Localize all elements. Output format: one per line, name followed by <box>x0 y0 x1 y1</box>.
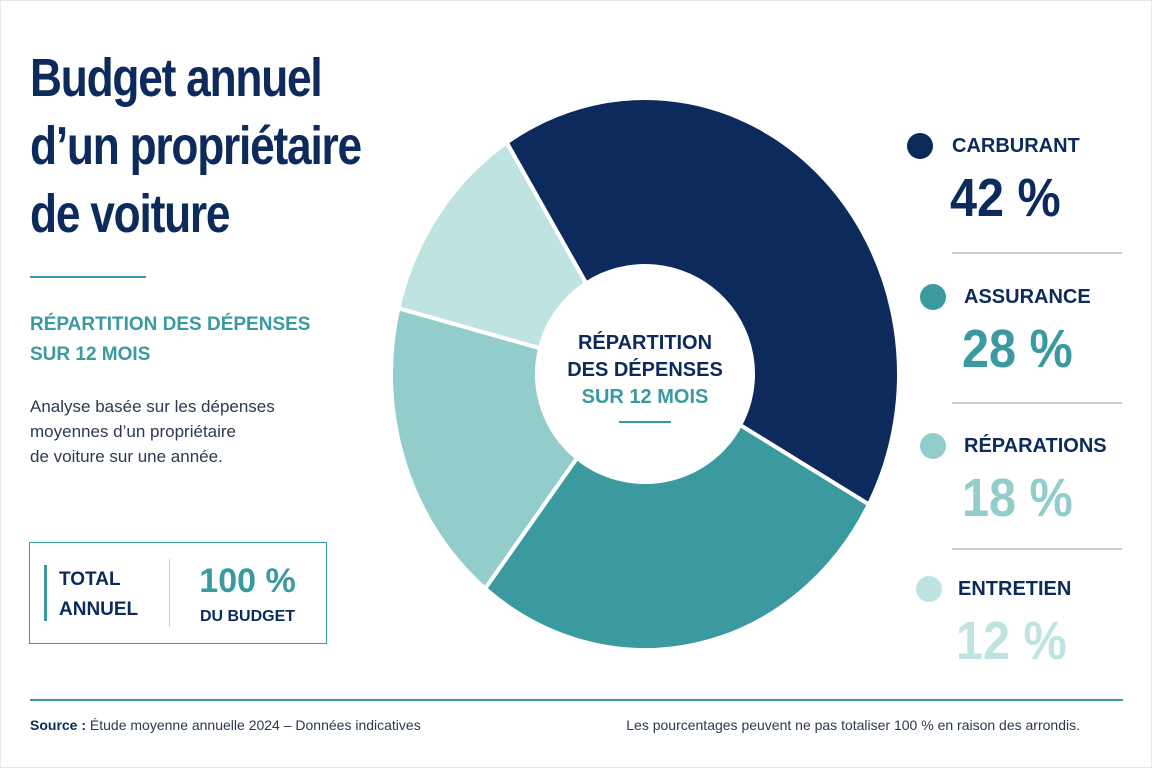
legend-divider <box>952 402 1122 404</box>
legend-label: ENTRETIEN <box>958 578 1072 600</box>
center-label-line: RÉPARTITION <box>577 332 713 354</box>
description-line: moyennes d’un propriétaire <box>30 422 237 441</box>
subtitle: RÉPARTITION DES DÉPENSES SUR 12 MOIS <box>30 310 370 370</box>
footer-note: Les pourcentages peuvent ne pas totalise… <box>626 717 1080 733</box>
source-label: Source : <box>30 717 87 733</box>
total-accent-bar <box>44 565 47 621</box>
legend-divider <box>952 252 1122 254</box>
legend-dot <box>916 576 942 602</box>
title-line: Budget annuel <box>30 48 323 108</box>
total-label-line: TOTAL <box>59 569 121 590</box>
center-divider <box>619 421 671 423</box>
total-label-line: ANNUEL <box>59 599 139 620</box>
description: Analyse basée sur les dépenses moyennes … <box>30 394 330 469</box>
footer-divider <box>30 699 1123 701</box>
description-line: Analyse basée sur les dépenses <box>30 397 275 416</box>
legend-dot <box>907 133 933 159</box>
total-sub: DU BUDGET <box>199 608 296 625</box>
center-label-line: SUR 12 MOIS <box>581 386 709 408</box>
legend-value: 12 % <box>956 611 1067 671</box>
footer-source: Source : Étude moyenne annuelle 2024 – D… <box>30 716 421 734</box>
subtitle-line: RÉPARTITION DES DÉPENSES <box>30 314 311 335</box>
donut-slice-reparations <box>390 306 580 591</box>
legend-label: RÉPARATIONS <box>964 435 1107 457</box>
subtitle-line: SUR 12 MOIS <box>30 344 151 365</box>
legend-dot <box>920 433 946 459</box>
total-value: 100 % <box>199 562 296 600</box>
source-text: Étude moyenne annuelle 2024 – Données in… <box>89 717 421 733</box>
title-line: de voiture <box>30 184 231 244</box>
legend-value: 28 % <box>962 319 1073 379</box>
donut-slice-carburant <box>504 96 901 507</box>
donut-slice-assurance <box>483 423 871 652</box>
legend-value: 42 % <box>950 168 1061 228</box>
total-separator <box>169 559 170 627</box>
legend-value: 18 % <box>962 468 1073 528</box>
legend-dot <box>920 284 946 310</box>
title-line: d’un propriétaire <box>30 116 362 176</box>
total-box: TOTAL ANNUEL 100 % DU BUDGET <box>29 542 327 644</box>
donut-slice-entretien <box>396 140 589 351</box>
title-divider <box>30 276 146 278</box>
legend-label: CARBURANT <box>952 135 1080 157</box>
total-label: TOTAL ANNUEL <box>59 565 169 625</box>
description-line: de voiture sur une année. <box>30 447 223 466</box>
center-label: RÉPARTITION DES DÉPENSES SUR 12 MOIS <box>540 330 750 423</box>
center-label-line: DES DÉPENSES <box>567 359 723 381</box>
legend-label: ASSURANCE <box>964 286 1091 308</box>
page-title: Budget annuel d’un propriétaire de voitu… <box>30 44 430 248</box>
donut-chart <box>390 96 902 652</box>
donut-svg <box>390 96 901 652</box>
legend-divider <box>952 548 1122 550</box>
